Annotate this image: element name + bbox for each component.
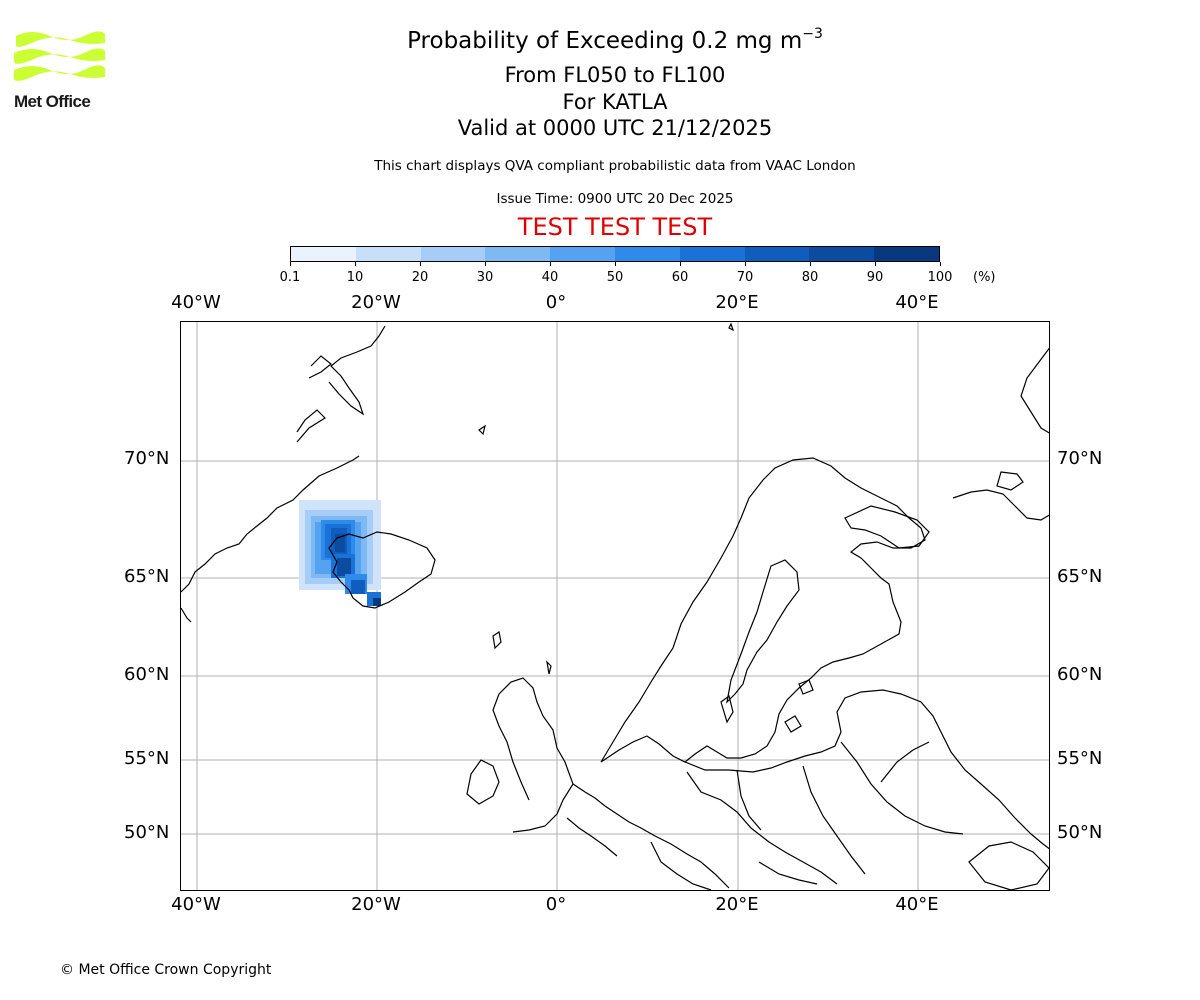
colorbar bbox=[290, 246, 940, 262]
valid-time: Valid at 0000 UTC 21/12/2025 bbox=[457, 116, 773, 140]
lat-label-left: 50°N bbox=[124, 822, 170, 843]
north-sea-coast bbox=[566, 783, 730, 889]
shetland bbox=[546, 660, 552, 675]
colorbar-segment bbox=[291, 247, 356, 261]
greenland-coast bbox=[181, 325, 386, 623]
colorbar-tick-mark bbox=[745, 262, 746, 266]
lon-label-top: 40°W bbox=[171, 292, 221, 313]
lon-label-bottom: 40°W bbox=[171, 894, 221, 915]
colorbar-segment bbox=[679, 247, 745, 261]
colorbar-tick-mark bbox=[615, 262, 616, 266]
baltic-coast bbox=[684, 689, 1049, 850]
gridlines bbox=[181, 322, 1049, 890]
title-main: Probability of Exceeding 0.2 mg m bbox=[407, 28, 803, 54]
coastlines bbox=[181, 322, 1049, 890]
colorbar-tick-label: 60 bbox=[671, 270, 689, 285]
colorbar-tick-label: 30 bbox=[476, 270, 494, 285]
lat-label-right: 60°N bbox=[1057, 664, 1103, 685]
lat-label-right: 65°N bbox=[1057, 566, 1103, 587]
colorbar-tick-mark bbox=[485, 262, 486, 266]
colorbar-segment bbox=[744, 247, 810, 261]
colorbar-tick-label: 20 bbox=[411, 270, 429, 285]
colorbar-tick-mark bbox=[550, 262, 551, 266]
disclaimer: This chart displays QVA compliant probab… bbox=[374, 158, 856, 174]
colorbar-unit: (%) bbox=[973, 270, 996, 285]
logo-text: Met Office bbox=[14, 92, 91, 111]
lon-label-bottom: 40°E bbox=[895, 894, 939, 915]
colorbar-tick-label: 70 bbox=[736, 270, 754, 285]
colorbar-tick-mark bbox=[940, 262, 941, 266]
lat-label-left: 55°N bbox=[124, 748, 170, 769]
colorbar-tick-label: 10 bbox=[346, 270, 364, 285]
scandinavia-coast bbox=[600, 457, 926, 763]
map-panel bbox=[180, 321, 1050, 891]
lon-label-top: 20°W bbox=[351, 292, 401, 313]
copyright-notice: © Met Office Crown Copyright bbox=[60, 962, 272, 978]
test-banner: TEST TEST TEST bbox=[517, 213, 713, 241]
volcano-name: For KATLA bbox=[562, 90, 668, 114]
kola-white-sea bbox=[844, 489, 1049, 549]
colorbar-tick-mark bbox=[355, 262, 356, 266]
colorbar-segment bbox=[614, 247, 680, 261]
lon-label-bottom: 20°W bbox=[351, 894, 401, 915]
central-europe-borders bbox=[650, 741, 964, 890]
black-sea bbox=[968, 841, 1049, 890]
colorbar-tick-label: 100 bbox=[927, 270, 953, 285]
lon-label-top: 40°E bbox=[895, 292, 939, 313]
issue-time: Issue Time: 0900 UTC 20 Dec 2025 bbox=[496, 191, 734, 207]
colorbar-segment bbox=[355, 247, 421, 261]
chart-title: Probability of Exceeding 0.2 mg m−3 bbox=[0, 26, 1200, 54]
colorbar-tick-label: 50 bbox=[606, 270, 624, 285]
colorbar-tick-mark bbox=[290, 262, 291, 266]
lat-label-right: 55°N bbox=[1057, 748, 1103, 769]
colorbar-tick-label: 90 bbox=[866, 270, 884, 285]
flight-levels: From FL050 to FL100 bbox=[504, 63, 726, 87]
ireland-coast bbox=[466, 759, 500, 805]
lon-label-bottom: 20°E bbox=[715, 894, 759, 915]
map-canvas bbox=[181, 322, 1049, 890]
faroe-islands bbox=[492, 631, 502, 650]
lon-label-bottom: 0° bbox=[545, 894, 567, 915]
lon-label-top: 20°E bbox=[715, 292, 759, 313]
colorbar-tick-mark bbox=[875, 262, 876, 266]
lat-label-left: 60°N bbox=[124, 664, 170, 685]
wave-logo-icon bbox=[14, 31, 105, 81]
colorbar-segment bbox=[550, 247, 615, 261]
jan-mayen bbox=[478, 424, 486, 436]
scotland-coast bbox=[492, 677, 574, 833]
colorbar-segment bbox=[809, 247, 875, 261]
colorbar-tick-label: 0.1 bbox=[279, 270, 301, 285]
lat-label-right: 70°N bbox=[1057, 448, 1103, 469]
title-exponent: −3 bbox=[802, 26, 823, 42]
svalbard bbox=[728, 322, 735, 332]
iceland-coast bbox=[328, 531, 436, 609]
lat-label-left: 65°N bbox=[124, 566, 170, 587]
colorbar-tick-label: 80 bbox=[801, 270, 819, 285]
lat-label-right: 50°N bbox=[1057, 822, 1103, 843]
colorbar-segment bbox=[874, 247, 939, 261]
met-office-logo: Met Office bbox=[12, 28, 108, 112]
colorbar-tick-mark bbox=[680, 262, 681, 266]
baltic-islands bbox=[720, 679, 814, 733]
lat-label-left: 70°N bbox=[124, 448, 170, 469]
russia-north-coast bbox=[996, 347, 1049, 491]
colorbar-segment bbox=[485, 247, 551, 261]
ash-plume bbox=[299, 500, 381, 606]
colorbar-segment bbox=[420, 247, 486, 261]
gulf-of-bothnia bbox=[726, 559, 800, 704]
colorbar-tick-mark bbox=[810, 262, 811, 266]
colorbar-tick-mark bbox=[420, 262, 421, 266]
lon-label-top: 0° bbox=[545, 292, 567, 313]
colorbar-tick-label: 40 bbox=[541, 270, 559, 285]
